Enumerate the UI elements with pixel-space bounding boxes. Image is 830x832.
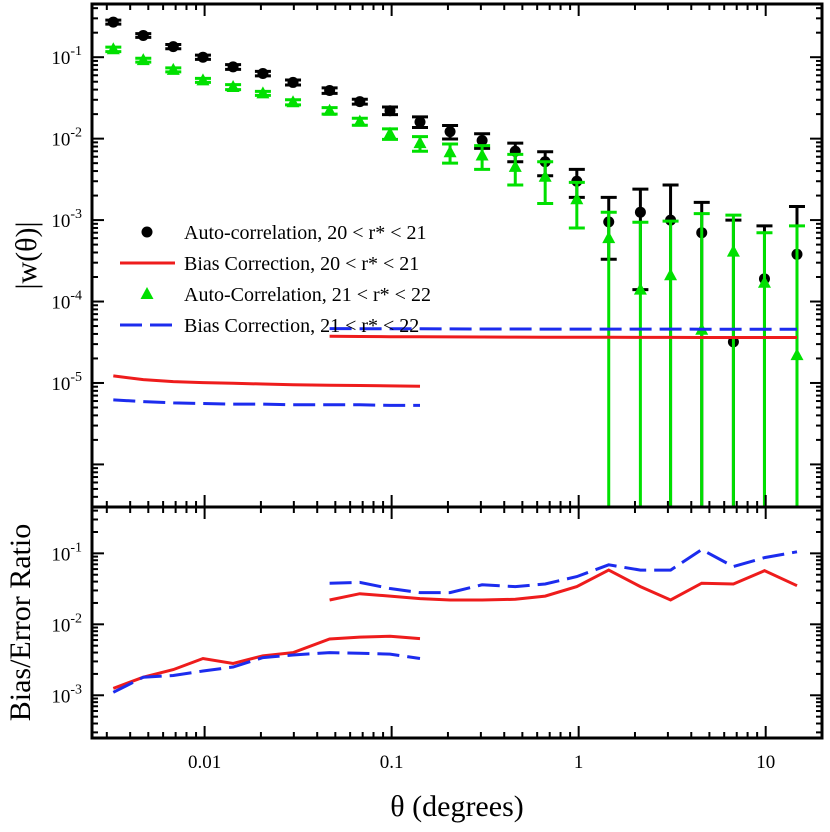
data-point [538, 169, 552, 182]
data-point [106, 42, 120, 55]
legend-marker [140, 287, 154, 299]
data-point [197, 51, 209, 63]
legend: Auto-correlation, 20 < r* < 21 Bias Corre… [120, 222, 431, 337]
legend-item: Bias Correction, 20 < r* < 21 [120, 253, 419, 275]
data-point [383, 126, 397, 139]
data-point [136, 53, 150, 66]
x-axis-title: θ (degrees) [390, 790, 523, 823]
legend-label: Bias Correction, 20 < r* < 21 [184, 253, 419, 275]
y-tick-label: 10-1 [51, 44, 82, 69]
data-point [167, 41, 179, 53]
data-point [323, 103, 337, 116]
data-point [476, 134, 488, 146]
line-segment [112, 634, 421, 690]
y-tick-label: 10-2 [51, 611, 82, 636]
line-segment [329, 568, 798, 602]
x-tick-label: 10 [756, 752, 775, 773]
plot-area-top [105, 16, 805, 507]
line-segment [329, 547, 798, 595]
data-point [354, 96, 366, 108]
legend-label: Auto-correlation, 20 < r* < 21 [184, 222, 427, 244]
y-tick-label: 10-4 [51, 289, 82, 314]
data-point [602, 231, 616, 244]
series-top-3 [113, 327, 797, 407]
data-point [257, 68, 269, 80]
x-tick-label: 0.1 [380, 752, 404, 773]
data-point [227, 61, 239, 73]
data-point [508, 159, 522, 172]
legend-label: Auto-Correlation, 21 < r* < 22 [184, 284, 431, 306]
data-point [353, 114, 367, 127]
line-segment [329, 334, 797, 339]
x-tick-label: 0.01 [188, 752, 221, 773]
y-axis-title: |w(θ)| [10, 221, 43, 289]
data-point [166, 62, 180, 75]
data-point [226, 80, 240, 93]
series-top-2 [113, 334, 797, 388]
data-point [664, 268, 678, 281]
legend-label: Bias Correction, 21 < r* < 22 [184, 315, 419, 337]
plot-area-bottom [112, 547, 798, 694]
data-point [137, 29, 149, 41]
data-point [634, 206, 646, 218]
data-point [107, 16, 119, 28]
data-point [757, 275, 771, 288]
data-point [414, 116, 426, 128]
y-ticks [92, 509, 822, 734]
line-segment [112, 651, 421, 694]
legend-item: Auto-correlation, 20 < r* < 21 [141, 222, 427, 244]
series-bottom-0 [112, 568, 798, 690]
y-axis-title: Bias/Error Ratio [4, 524, 37, 721]
data-point [790, 348, 804, 361]
y-tick-label: 10-2 [51, 126, 82, 151]
data-point [324, 85, 336, 97]
data-point [287, 76, 299, 88]
y-ticks [92, 7, 822, 508]
plot-frame [90, 505, 824, 740]
legend-marker [141, 226, 153, 238]
legend-item: Bias Correction, 21 < r* < 22 [120, 315, 419, 337]
data-point [570, 192, 584, 205]
data-point [286, 95, 300, 108]
data-point [256, 86, 270, 99]
legend-item: Auto-Correlation, 21 < r* < 22 [140, 284, 431, 306]
x-ticks [105, 507, 823, 738]
data-point [633, 282, 647, 295]
line-segment [113, 374, 421, 388]
y-tick-label: 10-3 [51, 207, 82, 232]
data-point [475, 148, 489, 161]
line-segment [329, 327, 797, 331]
series-bottom-1 [112, 547, 798, 694]
line-segment [113, 398, 420, 407]
y-tick-label: 10-5 [51, 370, 82, 395]
panel-bottom: 10-1 10-2 10-3 Bias/Error Ratio [4, 505, 824, 740]
x-tick-label: 1 [574, 752, 584, 773]
y-tick-label: 10-1 [51, 540, 82, 565]
data-point [196, 73, 210, 86]
data-point [443, 145, 457, 158]
panel-top: 10-1 10-2 10-3 10-4 10-5 |w(θ)| Auto-correlati… [10, 2, 824, 509]
data-point [384, 105, 396, 117]
data-point [726, 244, 740, 257]
y-tick-label: 10-3 [51, 682, 82, 707]
data-point [413, 136, 427, 149]
data-point [444, 126, 456, 138]
